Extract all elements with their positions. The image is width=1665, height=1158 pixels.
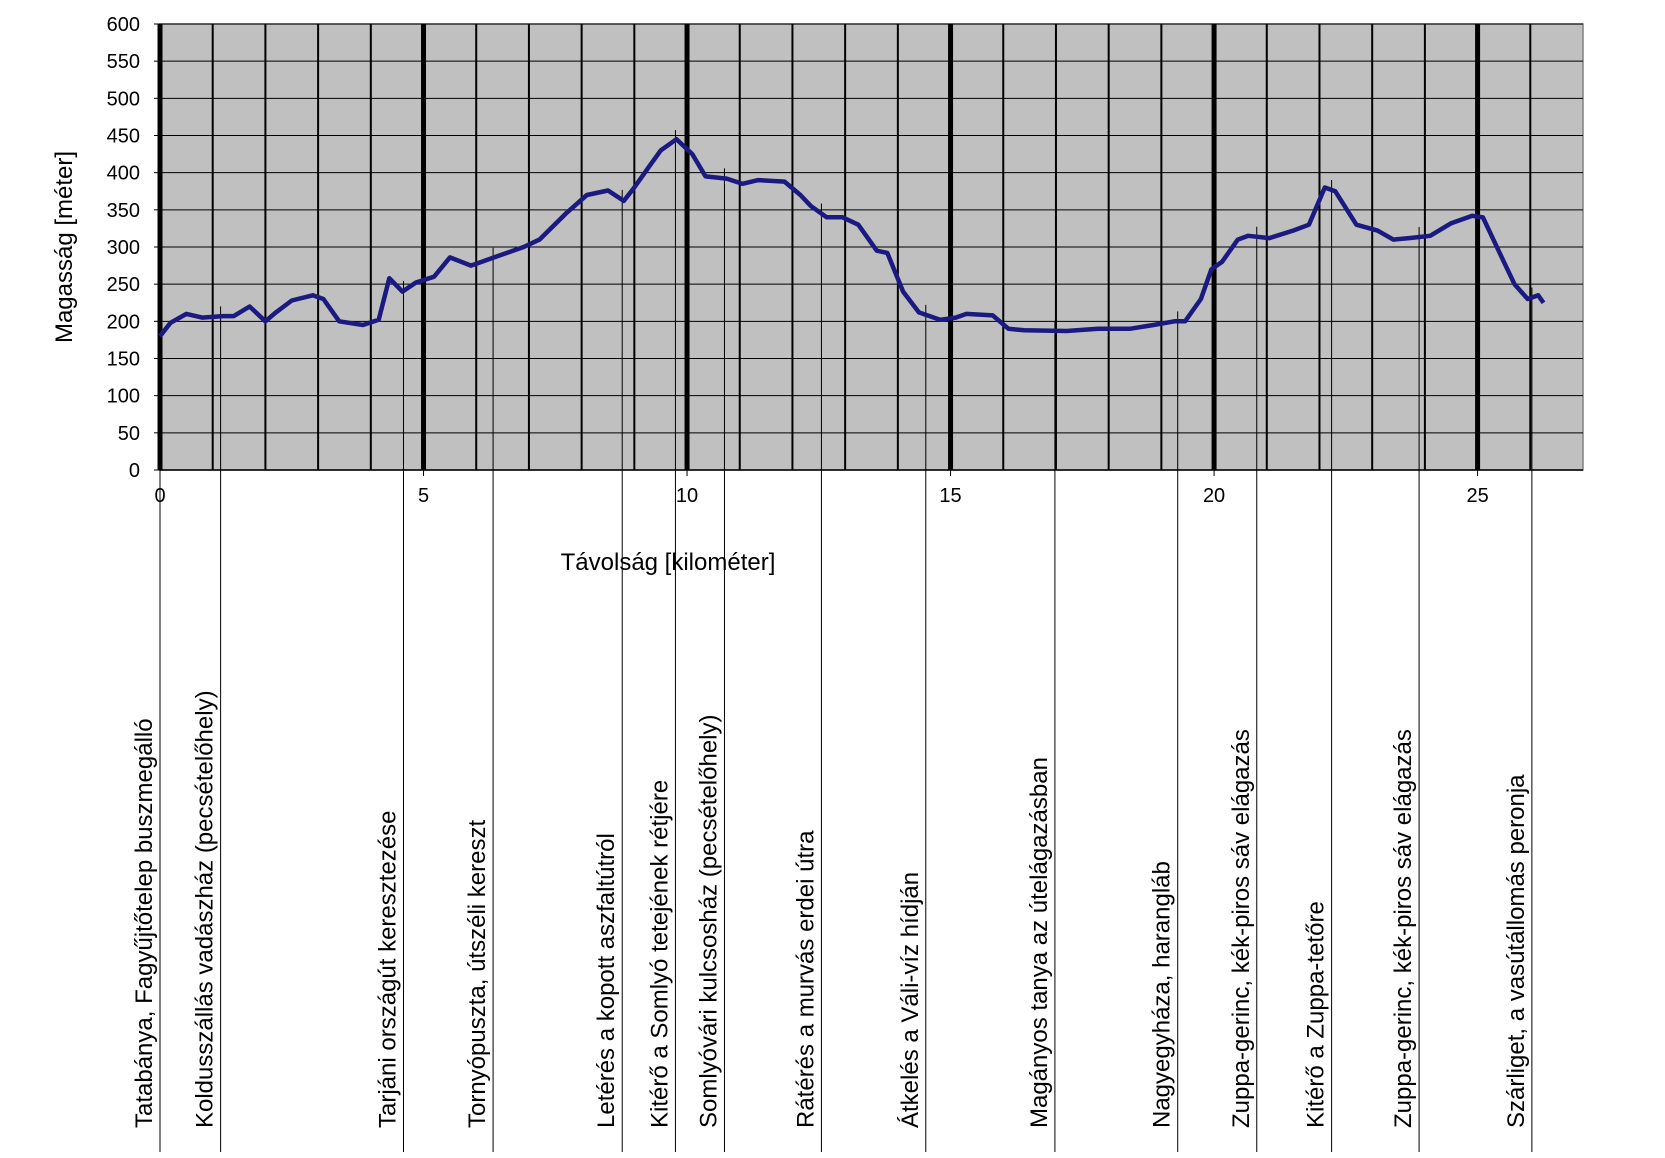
y-tick-label: 150 bbox=[107, 349, 140, 371]
waypoint-label: Rátérés a murvás erdei útra bbox=[792, 830, 819, 1128]
waypoint-label: Koldusszállás vadászház (pecsételőhely) bbox=[192, 690, 219, 1128]
y-tick-label: 400 bbox=[107, 163, 140, 185]
waypoint-label: Somlyóvári kulcsosház (pecsételőhely) bbox=[695, 714, 722, 1128]
x-tick-label: 5 bbox=[418, 485, 429, 507]
elevation-line bbox=[158, 136, 1546, 338]
y-tick-label: 0 bbox=[129, 460, 140, 482]
x-axis-label: Távolság [kilométer] bbox=[561, 549, 776, 576]
waypoint-label: Tatabánya, Fagyűjtőtelep buszmegálló bbox=[131, 718, 158, 1128]
waypoint-label: Zuppa-gerinc, kék-piros sáv elágazás bbox=[1390, 729, 1417, 1128]
waypoint-label: Nagyegyháza, harangláb bbox=[1149, 861, 1176, 1128]
x-tick-label: 20 bbox=[1203, 485, 1225, 507]
y-tick-label: 500 bbox=[107, 88, 140, 110]
waypoint-label: Magányos tanya az útelágazásban bbox=[1026, 757, 1053, 1128]
x-tick-label: 25 bbox=[1466, 485, 1488, 507]
waypoint-label: Tornyópuszta, útszéli kereszt bbox=[464, 820, 491, 1128]
y-tick-label: 200 bbox=[107, 311, 140, 333]
y-tick-label: 300 bbox=[107, 237, 140, 259]
y-tick-label: 250 bbox=[107, 274, 140, 296]
x-tick-label: 10 bbox=[676, 485, 698, 507]
y-axis-label: Magasság [méter] bbox=[51, 151, 78, 343]
y-tick-label: 350 bbox=[107, 200, 140, 222]
waypoint-label: Szárliget, a vasútállomás peronja bbox=[1503, 774, 1530, 1128]
waypoint-label: Kitérő a Zuppa-tetőre bbox=[1303, 901, 1330, 1128]
waypoint-label: Kitérő a Somlyó tetejének rétjére bbox=[646, 780, 673, 1128]
x-tick-label: 15 bbox=[939, 485, 961, 507]
waypoint-label: Átkelés a Váli-víz hídján bbox=[897, 872, 924, 1128]
waypoint-label: Zuppa-gerinc, kék-piros sáv elágazás bbox=[1228, 729, 1255, 1128]
waypoint-label: Letérés a kopott aszfaltútról bbox=[593, 833, 620, 1128]
y-tick-label: 600 bbox=[107, 14, 140, 36]
y-tick-label: 100 bbox=[107, 386, 140, 408]
waypoint-label: Tarjáni országút keresztezése bbox=[374, 811, 401, 1128]
y-tick-label: 550 bbox=[107, 51, 140, 73]
y-tick-label: 450 bbox=[107, 126, 140, 148]
y-tick-label: 50 bbox=[118, 423, 140, 445]
